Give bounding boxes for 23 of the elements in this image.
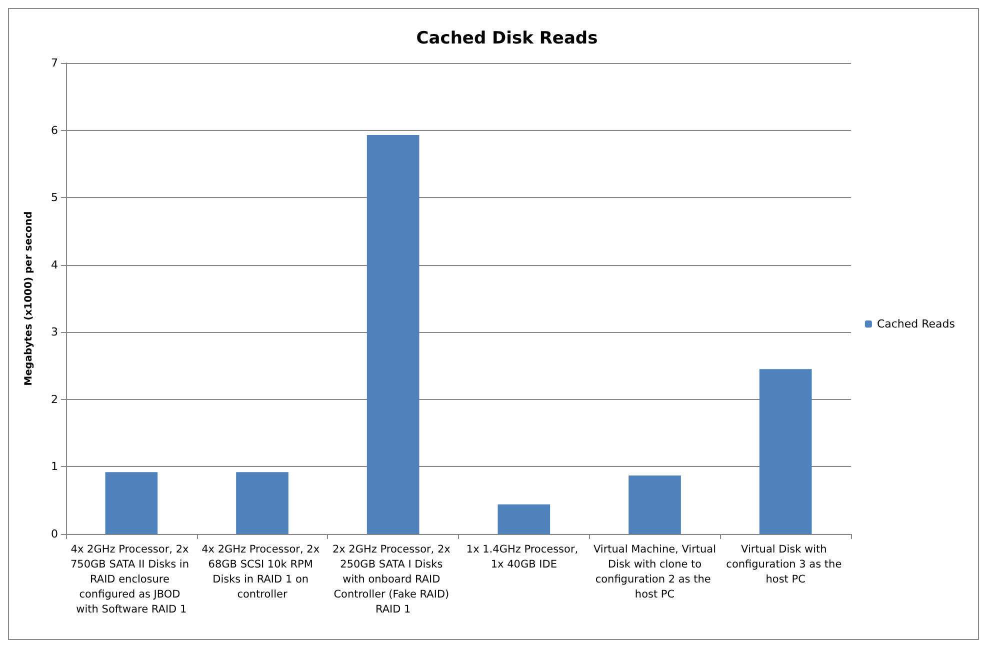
- y-tick-label: 4: [51, 258, 58, 272]
- x-tick-label: Virtual Disk with configuration 3 as the host PC: [726, 544, 845, 586]
- y-axis-title: Megabytes (x1000) per second: [24, 211, 34, 386]
- y-tick-label: 3: [51, 326, 58, 339]
- y-tick-label: 7: [51, 56, 58, 70]
- x-tick-label: 4x 2GHz Processor, 2x 750GB SATA II Disks in RAID enclosure configured as JBOD with Software RAID 1: [70, 544, 192, 616]
- y-tick-label: 6: [51, 124, 58, 137]
- x-tick-label: 4x 2GHz Processor, 2x 68GB SCSI 10k RPM Disks in RAID 1 on controller: [202, 544, 323, 600]
- x-tick-label: 2x 2GHz Processor, 2x 250GB SATA I Disks with onboard RAID Controller (Fake RAID) RAID 1: [332, 544, 454, 616]
- y-tick-label: 5: [51, 191, 58, 204]
- bar: [366, 134, 420, 534]
- bar: [759, 369, 812, 534]
- y-tick-label: 0: [51, 528, 58, 540]
- x-tick-label: Virtual Machine, Virtual Disk with clone to configuration 2 as the host PC: [593, 544, 716, 600]
- y-tick-label: 2: [51, 392, 58, 406]
- y-tick-label: 1: [51, 460, 58, 474]
- bar: [628, 475, 681, 534]
- bar: [105, 472, 158, 534]
- x-tick-label: 1x 1.4GHz Processor, 1x 40GB IDE: [466, 544, 582, 570]
- bar: [236, 472, 288, 534]
- legend-label: Cached Reads: [876, 318, 956, 330]
- bar: [498, 504, 550, 534]
- chart-title: Cached Disk Reads: [416, 28, 598, 48]
